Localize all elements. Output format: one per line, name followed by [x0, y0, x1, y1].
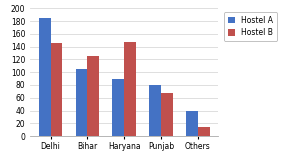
Bar [161, 93, 173, 136]
Bar [198, 126, 210, 136]
Bar [88, 56, 99, 136]
Legend: Hostel A, Hostel B: Hostel A, Hostel B [224, 12, 277, 41]
Bar [76, 69, 88, 136]
Bar [149, 85, 161, 136]
Bar [124, 42, 136, 136]
Bar [112, 79, 124, 136]
Bar [186, 111, 198, 136]
Bar [39, 18, 51, 136]
Bar [51, 43, 62, 136]
